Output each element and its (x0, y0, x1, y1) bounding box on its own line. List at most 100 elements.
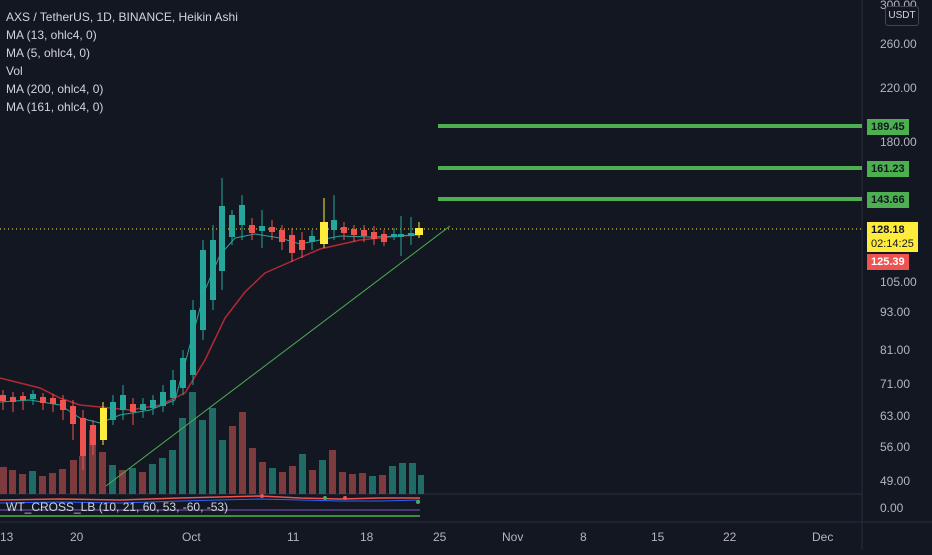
volume-bar (9, 470, 16, 494)
time-tick: 8 (580, 530, 587, 544)
legend-ma-5[interactable]: MA (5, ohlc4, 0) (6, 46, 91, 60)
time-tick: 22 (723, 530, 737, 544)
volume-bar (279, 472, 286, 494)
level-tag-189: 189.45 (867, 119, 909, 135)
chart-legend[interactable]: AXS / TetherUS, 1D, BINANCE, Heikin Ashi… (6, 8, 238, 116)
trend-line[interactable] (105, 225, 451, 487)
volume-bar (189, 392, 196, 494)
volume-bar (349, 474, 356, 494)
candle-body (190, 310, 196, 375)
volume-bar (379, 475, 386, 494)
volume-bar (129, 468, 136, 494)
candle-body (30, 394, 36, 399)
wt-cross-dot (343, 496, 347, 500)
price-tick: 93.00 (880, 305, 910, 319)
price-tick: 63.00 (880, 409, 910, 423)
candle-body-highlight (320, 222, 328, 244)
price-axis[interactable]: 300.00 260.00 220.00 180.00 105.00 93.00… (880, 0, 917, 515)
volume-bar (99, 452, 106, 494)
volume-bar (399, 463, 406, 494)
wt-cross-dot (416, 500, 420, 504)
volume-bar (219, 440, 226, 494)
volume-bar (159, 458, 166, 494)
price-tick: 71.00 (880, 377, 910, 391)
volume-bar (39, 476, 46, 494)
candle-body (200, 250, 206, 330)
volume-bar (59, 469, 66, 494)
price-tick: 105.00 (880, 275, 917, 289)
volume-bar (139, 472, 146, 494)
candle-body (361, 230, 367, 236)
volume-bar (329, 450, 336, 494)
candle-body (289, 235, 295, 253)
volume-bar (169, 450, 176, 494)
volume-bar (339, 472, 346, 494)
time-tick: Dec (812, 530, 833, 544)
volume-bar (109, 465, 116, 494)
legend-ma-161[interactable]: MA (161, ohlc4, 0) (6, 100, 104, 114)
candle-body (60, 400, 66, 410)
candle-body (130, 404, 136, 412)
volume-bar (79, 456, 86, 494)
candle-body (90, 425, 96, 445)
time-tick: 20 (70, 530, 84, 544)
volume-bar (29, 471, 36, 494)
bar-countdown: 02:14:25 (871, 238, 914, 250)
volume-bar (0, 467, 7, 494)
time-tick: 18 (360, 530, 374, 544)
indicator-zero-tick: 0.00 (880, 501, 904, 515)
volume-bar (149, 464, 156, 494)
price-tick: 56.00 (880, 440, 910, 454)
volume-bar (229, 426, 236, 494)
indicator-legend[interactable]: WT_CROSS_LB (10, 21, 60, 53, -60, -53) (6, 500, 229, 514)
time-tick: 15 (651, 530, 665, 544)
volume-bar (119, 470, 126, 494)
volume-bar (369, 476, 376, 494)
candle-body (299, 240, 305, 250)
volume-bar (309, 470, 316, 494)
candle-body (269, 227, 275, 232)
time-axis[interactable]: 13 20 Oct 11 18 25 Nov 8 15 22 Dec (0, 530, 833, 544)
candle-body (80, 418, 86, 456)
time-tick: 25 (433, 530, 447, 544)
symbol-title[interactable]: AXS / TetherUS, 1D, BINANCE, Heikin Ashi (6, 10, 238, 24)
volume-bar (19, 474, 26, 494)
volume-bar (199, 420, 206, 494)
legend-ma-200[interactable]: MA (200, ohlc4, 0) (6, 82, 104, 96)
candle-body (391, 234, 397, 237)
candle-body (150, 400, 156, 408)
price-tick: 49.00 (880, 474, 910, 488)
candle-body (40, 397, 46, 403)
candle-body (0, 395, 6, 401)
time-tick: Oct (182, 530, 201, 544)
legend-ma-13[interactable]: MA (13, ohlc4, 0) (6, 28, 97, 42)
volume-bar (259, 462, 266, 494)
price-tick: 220.00 (880, 81, 917, 95)
candle-body (20, 396, 26, 400)
candle-body (398, 234, 404, 237)
ma-price-tag: 125.39 (867, 254, 909, 270)
wt-cross-dot (260, 494, 264, 498)
candle-body (120, 395, 126, 410)
level-tag-143: 143.66 (867, 192, 909, 208)
wt-line-blue (0, 498, 421, 504)
candle-body (170, 380, 176, 398)
volume-bar (389, 466, 396, 494)
volume-bar (269, 468, 276, 494)
candle-body (371, 232, 377, 239)
candle-body (309, 236, 315, 242)
candle-body-highlight (100, 408, 107, 440)
price-tick: 81.00 (880, 343, 910, 357)
price-tick: 260.00 (880, 37, 917, 51)
volume-bar (289, 466, 296, 494)
candle-body (239, 205, 245, 225)
legend-volume[interactable]: Vol (6, 64, 23, 78)
volume-bar (209, 408, 216, 494)
time-tick: Nov (502, 530, 523, 544)
volume-bar (359, 473, 366, 494)
volume-bar (179, 418, 186, 494)
currency-button[interactable]: USDT (885, 6, 919, 26)
volume-bars (0, 392, 424, 494)
